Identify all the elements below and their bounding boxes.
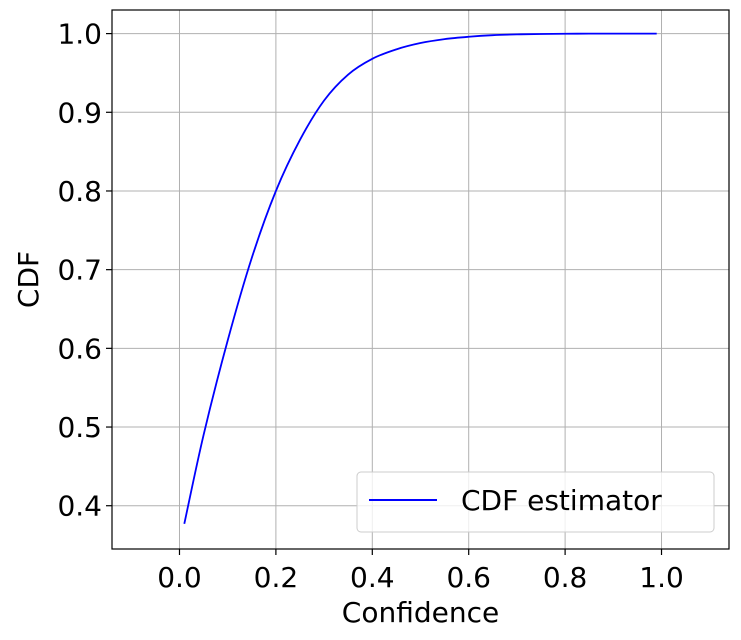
series-layer xyxy=(183,32,657,525)
legend-box xyxy=(356,471,715,533)
y-tick-label: 0.9 xyxy=(57,96,102,129)
grid-lines xyxy=(112,10,729,549)
y-tick-label: 0.5 xyxy=(57,411,102,444)
y-tick-label: 0.6 xyxy=(57,332,102,365)
x-tick-label: 1.0 xyxy=(639,561,684,594)
legend: CDF estimator xyxy=(356,471,715,533)
x-axis-ticks: 0.0 0.2 0.4 0.6 0.8 1.0 xyxy=(157,549,684,594)
x-tick-label: 0.4 xyxy=(350,561,395,594)
y-tick-label: 0.4 xyxy=(57,490,102,523)
y-tick-label: 0.7 xyxy=(57,254,102,287)
y-tick-label: 1.0 xyxy=(57,18,102,51)
legend-label: CDF estimator xyxy=(461,484,662,517)
x-tick-label: 0.2 xyxy=(254,561,299,594)
x-tick-label: 0.0 xyxy=(157,561,202,594)
y-axis-ticks: 0.4 0.5 0.6 0.7 0.8 0.9 1.0 xyxy=(57,18,112,523)
cdf-estimator-line xyxy=(183,32,657,525)
x-axis-label: Confidence xyxy=(342,596,499,629)
y-axis-label: CDF xyxy=(12,251,45,308)
plot-frame xyxy=(111,9,730,550)
x-tick-label: 0.8 xyxy=(543,561,588,594)
y-tick-label: 0.8 xyxy=(57,175,102,208)
x-tick-label: 0.6 xyxy=(446,561,491,594)
